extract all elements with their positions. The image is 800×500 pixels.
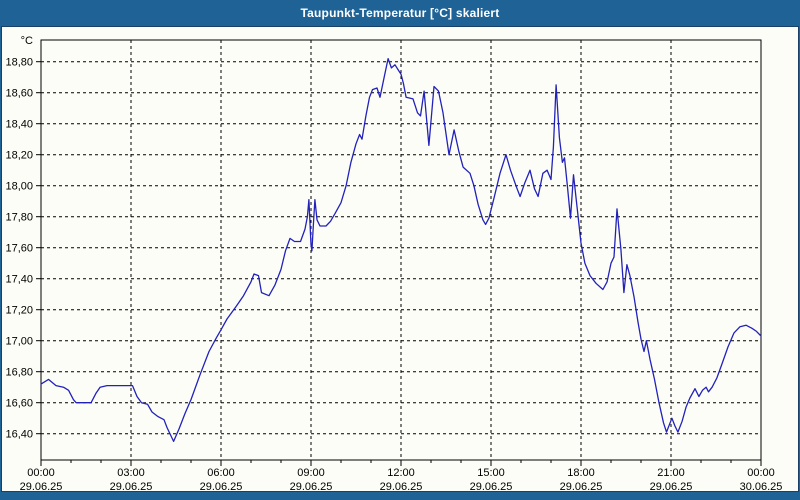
y-tick-label: 18,80: [5, 57, 33, 69]
y-tick-label: 18,60: [5, 88, 33, 100]
x-tick-date-label: 29.06.25: [380, 481, 423, 491]
chart-panel: 18,80 18,60 18,40 18,20 18,00 17,80 17,60 17,40…: [1, 26, 799, 492]
x-tick-time-label: 15:00: [477, 467, 505, 479]
y-tick-label: 16,40: [5, 429, 33, 441]
y-tick-label: 17,60: [5, 243, 33, 255]
x-tick-time-label: 12:00: [387, 467, 415, 479]
x-tick-date-label: 29.06.25: [200, 481, 243, 491]
x-tick-date-label: 29.06.25: [470, 481, 513, 491]
y-tick-label: 18,20: [5, 150, 33, 162]
x-tick-date-label: 29.06.25: [650, 481, 693, 491]
x-tick-time-label: 00:00: [27, 467, 55, 479]
y-tick-label: 17,80: [5, 212, 33, 224]
x-tick-date-label: 29.06.25: [290, 481, 333, 491]
plot-frame: [40, 39, 762, 461]
y-tick-label: 17,20: [5, 305, 33, 317]
window-title: Taupunkt-Temperatur [°C] skaliert: [300, 6, 500, 20]
y-axis-unit-label: °C: [21, 35, 33, 47]
x-tick-date-label: 29.06.25: [20, 481, 63, 491]
y-tick-label: 16,80: [5, 367, 33, 379]
y-tick-label: 18,00: [5, 181, 33, 193]
x-tick-time-label: 00:00: [747, 467, 775, 479]
chart-svg: 18,80 18,60 18,40 18,20 18,00 17,80 17,60 17,40…: [5, 35, 783, 491]
x-tick-date-label: 29.06.25: [110, 481, 153, 491]
x-tick-date-label: 29.06.25: [560, 481, 603, 491]
x-tick-time-label: 21:00: [657, 467, 685, 479]
x-tick-time-label: 09:00: [297, 467, 325, 479]
y-tick-label: 18,40: [5, 119, 33, 131]
temperature-line: [40, 57, 762, 443]
x-tick-time-label: 06:00: [207, 467, 235, 479]
y-tick-label: 17,00: [5, 336, 33, 348]
y-tick-label: 17,40: [5, 274, 33, 286]
x-tick-time-label: 03:00: [117, 467, 145, 479]
x-tick-time-label: 18:00: [567, 467, 595, 479]
window-title-bar[interactable]: Taupunkt-Temperatur [°C] skaliert: [0, 0, 800, 26]
y-tick-label: 16,60: [5, 398, 33, 410]
x-tick-date-label: 30.06.25: [740, 481, 783, 491]
